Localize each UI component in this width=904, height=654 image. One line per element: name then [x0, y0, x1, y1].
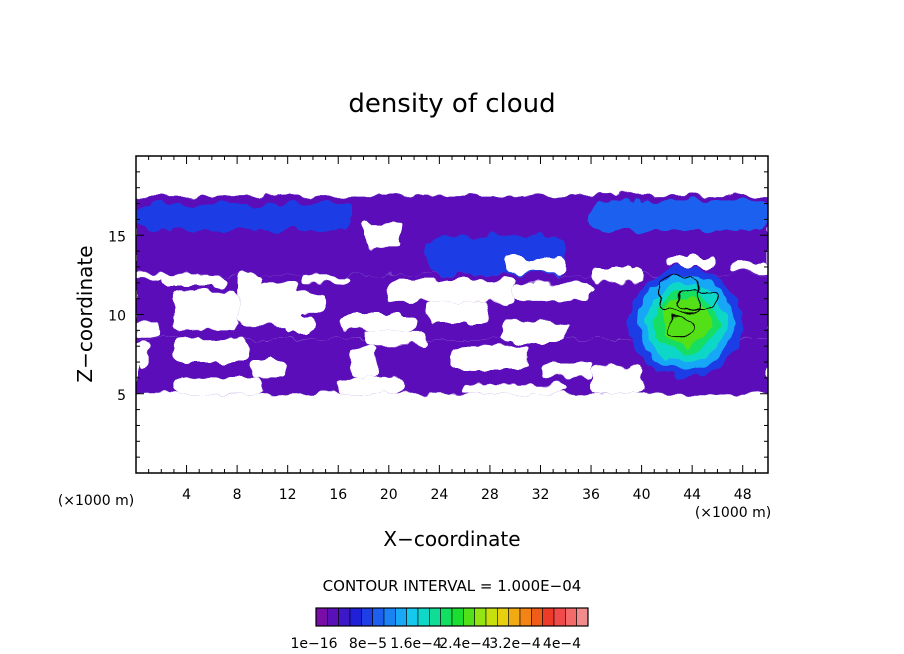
y-tick-label: 10: [108, 309, 126, 325]
clear-gap: [136, 339, 149, 369]
colorbar-swatch: [531, 607, 543, 627]
colorbar-swatch: [576, 607, 589, 627]
contour-line: [659, 275, 700, 312]
x-tick-label: 16: [329, 487, 347, 503]
clear-gap: [136, 320, 162, 337]
x-tick-label: 20: [380, 487, 398, 503]
clear-gap: [173, 377, 263, 394]
x-axis-title: X−coordinate: [383, 527, 520, 551]
colorbar-swatch: [451, 607, 464, 627]
colorbar-label: 2.4e−4: [439, 636, 491, 652]
y-tick-label: 15: [108, 229, 126, 245]
clear-gap: [502, 320, 566, 344]
colorbar-swatch: [474, 607, 487, 627]
colorbar-swatch: [406, 607, 419, 627]
x-axis-ticks: 4 8 12 16 20 24 28 32 36 40 44 48: [148, 156, 756, 503]
clear-gap: [275, 292, 326, 312]
colorbar-swatch: [485, 607, 498, 627]
x-tick-label: 28: [481, 487, 499, 503]
clear-gap: [363, 222, 402, 248]
colorbar-swatch: [553, 607, 566, 627]
colorbar-swatch: [338, 607, 351, 627]
colorbar-labels: 1e−16 8e−5 1.6e−42.4e−43.2e−4 4e−4: [290, 636, 581, 652]
colorbar-swatch: [349, 607, 362, 627]
x-tick-label: 24: [430, 487, 448, 503]
colorbar-label: 3.2e−4: [489, 636, 541, 652]
clear-gap: [388, 279, 516, 302]
y-axis-ticks: 5 10 15: [108, 171, 768, 458]
density-patch: [661, 299, 710, 346]
chart-title: density of cloud: [348, 89, 555, 119]
x-axis-unit: (×1000 m): [695, 505, 771, 521]
colorbar: [315, 607, 589, 627]
colorbar-label: 1.6e−4: [390, 636, 442, 652]
colorbar-swatch: [463, 607, 475, 627]
clear-gap: [502, 257, 566, 274]
clear-gap: [464, 384, 566, 394]
x-tick-label: 12: [279, 487, 297, 503]
colorbar-swatch: [372, 607, 385, 627]
x-tick-label: 4: [182, 487, 191, 503]
clear-gap: [350, 346, 377, 378]
colorbar-swatch: [429, 607, 441, 627]
contour-line: [666, 317, 693, 338]
colorbar-swatch: [417, 607, 430, 627]
colorbar-swatch: [508, 607, 521, 627]
clear-air-gaps: [136, 222, 768, 394]
x-tick-label: 8: [233, 487, 242, 503]
density-band: [591, 200, 768, 231]
contour-line: [678, 291, 719, 309]
contour-interval-label: CONTOUR INTERVAL = 1.000E−04: [323, 577, 582, 595]
clear-gap: [426, 301, 490, 325]
colorbar-label: 1e−16: [290, 636, 337, 652]
colorbar-swatch: [497, 607, 509, 627]
colorbar-swatch: [565, 607, 577, 627]
clear-gap: [363, 330, 427, 347]
clear-gap: [540, 362, 592, 378]
clear-gap: [287, 314, 313, 334]
density-band: [136, 203, 351, 231]
colorbar-label: 4e−4: [543, 636, 581, 652]
clear-gap: [338, 377, 402, 394]
colorbar-swatch: [542, 607, 555, 627]
colorbar-swatch: [395, 607, 407, 627]
colorbar-label: 8e−5: [349, 636, 387, 652]
y-tick-label: 5: [117, 388, 126, 404]
x-tick-label: 32: [532, 487, 550, 503]
clear-gap: [515, 282, 592, 302]
y-axis-unit: (×1000 m): [58, 493, 134, 509]
colorbar-swatch: [327, 607, 339, 627]
clear-gap: [161, 274, 225, 286]
clear-gap: [173, 338, 250, 363]
clear-gap: [591, 266, 642, 283]
x-tick-label: 40: [633, 487, 651, 503]
clear-gap: [666, 257, 718, 267]
x-tick-label: 48: [734, 487, 752, 503]
density-field: [136, 195, 768, 394]
colorbar-swatch: [383, 607, 396, 627]
y-axis-title: Z−coordinate: [73, 245, 97, 382]
clear-gap: [452, 346, 528, 370]
colorbar-swatch: [440, 607, 453, 627]
colorbar-swatch: [519, 607, 532, 627]
clear-gap: [730, 260, 768, 274]
clear-gap: [300, 274, 351, 283]
x-tick-label: 44: [683, 487, 701, 503]
colorbar-swatch: [315, 607, 328, 627]
clear-gap: [338, 314, 415, 331]
clear-gap: [249, 362, 288, 378]
colorbar-swatch: [361, 607, 373, 627]
x-tick-label: 36: [582, 487, 600, 503]
clear-gap: [173, 290, 238, 331]
clear-gap: [591, 365, 642, 394]
